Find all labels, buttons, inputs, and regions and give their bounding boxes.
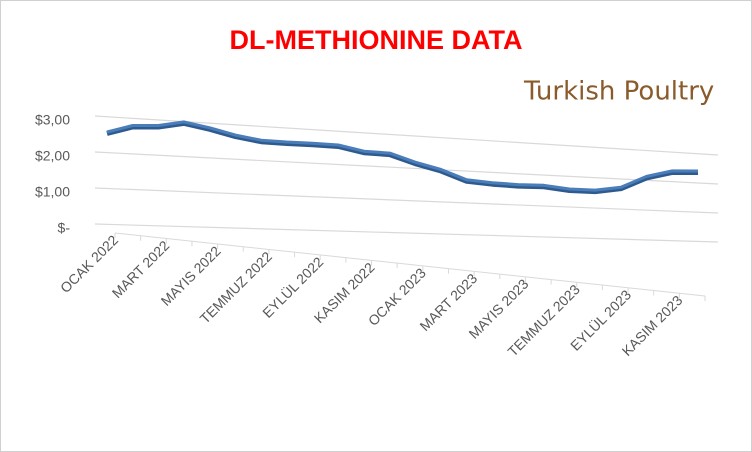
grid-line (94, 187, 719, 214)
y-tick-label: $1,00 (35, 184, 70, 200)
y-tick-label: $- (58, 220, 71, 236)
logo: Turkish Poultry (523, 77, 714, 107)
grid-line (94, 115, 719, 156)
grid-line (94, 151, 719, 185)
chart-title: DL-METHIONINE DATA (230, 25, 523, 55)
grid-line (94, 223, 719, 243)
y-tick-label: $2,00 (35, 148, 70, 164)
y-tick-label: $3,00 (35, 112, 70, 128)
line (106, 120, 699, 192)
category-axis (114, 232, 706, 297)
